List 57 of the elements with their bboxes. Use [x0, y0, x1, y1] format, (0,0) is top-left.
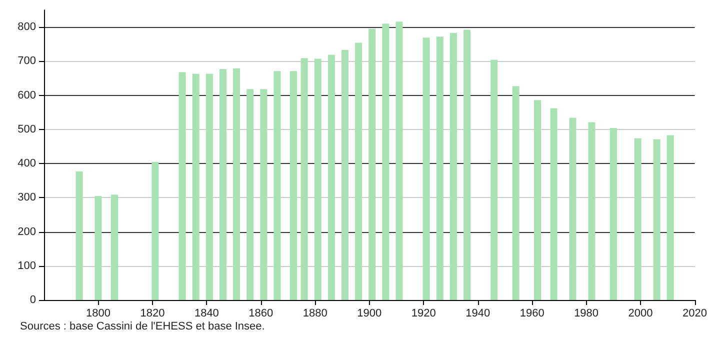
- bar: [422, 38, 430, 300]
- x-tick-label: 1940: [466, 308, 490, 320]
- x-tick-label: 1920: [411, 308, 436, 320]
- x-tick-label: 1980: [574, 308, 599, 320]
- bar: [341, 50, 348, 300]
- bar: [274, 71, 281, 300]
- y-tick-label: 600: [18, 89, 36, 102]
- bar: [368, 28, 376, 300]
- x-tick-label: 2020: [682, 308, 708, 320]
- y-tick-label: 0: [30, 294, 36, 306]
- bar: [512, 86, 520, 300]
- x-tick-label: 1880: [302, 308, 328, 320]
- bar: [76, 171, 83, 300]
- bar: [610, 128, 617, 300]
- bar: [328, 54, 335, 300]
- bar: [206, 74, 213, 300]
- bar: [233, 68, 240, 300]
- bar: [550, 108, 558, 300]
- bar: [260, 89, 268, 300]
- bar: [588, 122, 596, 300]
- x-tick-label: 1820: [140, 308, 165, 320]
- bar: [490, 60, 498, 300]
- y-tick-label: 400: [18, 158, 36, 170]
- x-tick-label: 2000: [628, 308, 653, 320]
- bar: [396, 22, 403, 300]
- x-tick-label: 1900: [357, 308, 382, 320]
- y-tick-label: 300: [18, 192, 36, 204]
- bar: [436, 36, 444, 300]
- source-note: Sources : base Cassini de l'EHESS et base Insee.: [20, 320, 265, 332]
- bar: [246, 89, 254, 300]
- bar: [463, 30, 470, 300]
- y-tick-label: 500: [18, 123, 36, 136]
- bar: [94, 196, 102, 300]
- y-tick-label: 800: [18, 21, 36, 34]
- x-tick-label: 1960: [520, 308, 544, 320]
- x-tick-label: 1800: [86, 308, 110, 320]
- x-tick-label: 1840: [194, 308, 219, 320]
- y-tick-label: 100: [18, 260, 36, 272]
- bar: [314, 58, 322, 300]
- bar: [450, 32, 457, 300]
- bar: [152, 162, 159, 300]
- y-tick-label: 200: [18, 226, 36, 238]
- bar: [192, 74, 200, 300]
- bar: [634, 138, 642, 300]
- bar: [178, 72, 186, 300]
- bar: [569, 118, 576, 300]
- bar: [300, 58, 308, 300]
- bar: [382, 24, 390, 300]
- bar: [219, 69, 226, 300]
- bar: [534, 100, 541, 300]
- bar: [355, 42, 362, 300]
- bar: [666, 135, 674, 300]
- y-tick-label: 700: [18, 55, 36, 68]
- bar: [111, 194, 118, 300]
- bar: [290, 71, 297, 300]
- bar: [653, 139, 660, 300]
- x-tick-label: 1860: [248, 308, 274, 320]
